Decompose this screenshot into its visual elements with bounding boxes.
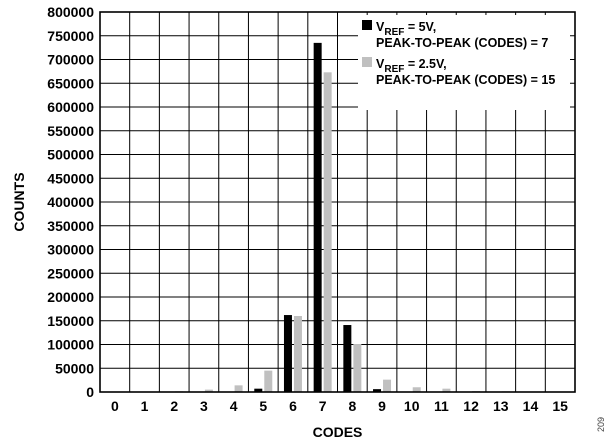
figure-number: 209: [596, 417, 606, 432]
y-tick-labels: 0 50000 100000 150000 200000 250000 300000 3500…: [47, 4, 94, 400]
bar-series-1-code-10: [412, 387, 421, 392]
x-tick-label: 14: [523, 398, 539, 414]
x-axis-title: CODES: [313, 424, 363, 440]
bar-series-1-code-5: [264, 370, 273, 392]
bar-series-1-code-11: [442, 388, 451, 392]
x-tick-label: 10: [404, 398, 420, 414]
x-tick-label: 3: [200, 398, 208, 414]
legend-swatch-0: [362, 20, 372, 30]
y-tick-label: 50000: [55, 360, 94, 376]
y-tick-label: 550000: [47, 123, 94, 139]
plot-frame: [99, 11, 576, 393]
y-tick-label: 450000: [47, 170, 94, 186]
bar-series-0-code-7: [313, 42, 322, 392]
y-tick-label: 150000: [47, 313, 94, 329]
y-tick-label: 100000: [47, 337, 94, 353]
x-tick-label: 8: [348, 398, 356, 414]
bars: [115, 42, 570, 392]
x-tick-label: 15: [552, 398, 568, 414]
x-tick-label: 2: [170, 398, 178, 414]
x-tick-label: 1: [141, 398, 149, 414]
legend-label-line2-0: PEAK-TO-PEAK (CODES) = 7: [376, 36, 548, 50]
y-tick-label: 600000: [47, 99, 94, 115]
y-tick-label: 750000: [47, 28, 94, 44]
bar-series-1-code-9: [383, 379, 392, 392]
y-tick-label: 300000: [47, 242, 94, 258]
bar-series-1-code-8: [353, 344, 362, 392]
x-tick-label: 13: [493, 398, 509, 414]
y-tick-label: 250000: [47, 265, 94, 281]
x-tick-label: 12: [463, 398, 479, 414]
y-tick-label: 400000: [47, 194, 94, 210]
legend-label-0: VREF = 5V,: [376, 20, 436, 38]
x-tick-label: 7: [319, 398, 327, 414]
bar-series-0-code-5: [254, 388, 263, 392]
y-axis-title: COUNTS: [11, 172, 27, 231]
x-tick-label: 9: [378, 398, 386, 414]
y-tick-label: 500000: [47, 147, 94, 163]
x-tick-label: 5: [259, 398, 267, 414]
y-tick-label: 200000: [47, 289, 94, 305]
legend-swatch-1: [362, 57, 372, 67]
legend-background: [358, 15, 570, 110]
y-tick-label: 350000: [47, 218, 94, 234]
bar-series-1-code-3: [204, 389, 213, 392]
bar-series-0-code-8: [343, 325, 352, 392]
x-tick-labels: 0 1 2 3 4 5 6 7 8 9 10 11 12 13 14 15: [111, 398, 568, 414]
bar-series-1-code-7: [323, 72, 332, 392]
legend: VREF = 5V,PEAK-TO-PEAK (CODES) = 7 VREF =…: [358, 15, 570, 110]
x-tick-label: 4: [230, 398, 238, 414]
x-tick-label: 11: [434, 398, 449, 414]
legend-label-line2-1: PEAK-TO-PEAK (CODES) = 15: [376, 73, 555, 87]
bar-series-1-code-6: [293, 316, 302, 392]
bar-series-1-code-4: [234, 385, 243, 392]
y-tick-label: 0: [86, 384, 94, 400]
bar-series-0-code-9: [373, 389, 382, 392]
x-tick-label: 6: [289, 398, 297, 414]
y-tick-label: 800000: [47, 4, 94, 20]
y-tick-label: 700000: [47, 52, 94, 68]
legend-label-1: VREF = 2.5V,: [376, 57, 447, 75]
x-tick-label: 0: [111, 398, 119, 414]
y-tick-label: 650000: [47, 75, 94, 91]
bar-series-0-code-6: [283, 315, 292, 392]
